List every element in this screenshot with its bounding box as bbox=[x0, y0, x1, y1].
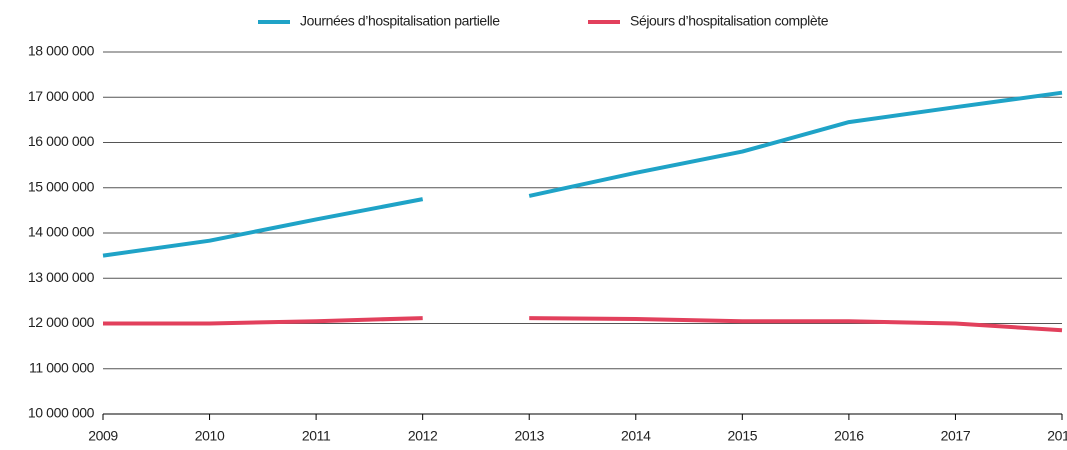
series-line bbox=[103, 316, 1063, 333]
y-tick-label: 14 000 000 bbox=[28, 224, 95, 240]
x-tick-label: 2016 bbox=[834, 428, 864, 444]
y-tick-label: 15 000 000 bbox=[28, 178, 95, 194]
x-tick-label: 2013 bbox=[514, 428, 544, 444]
y-tick-label: 10 000 000 bbox=[28, 405, 95, 421]
y-tick-label: 11 000 000 bbox=[29, 359, 95, 375]
x-tick-label: 2015 bbox=[728, 428, 758, 444]
y-tick-label: 16 000 000 bbox=[28, 133, 95, 149]
x-tick-label: 2011 bbox=[302, 428, 331, 444]
x-tick-label: 2018 bbox=[1047, 428, 1067, 444]
y-tick-label: 13 000 000 bbox=[28, 269, 95, 285]
y-tick-label: 18 000 000 bbox=[28, 43, 95, 59]
x-tick-label: 2010 bbox=[195, 428, 225, 444]
x-tick-label: 2009 bbox=[88, 428, 118, 444]
legend-label: Journées d’hospitalisation partielle bbox=[300, 13, 500, 29]
y-tick-label: 12 000 000 bbox=[28, 314, 95, 330]
x-tick-label: 2014 bbox=[621, 428, 651, 444]
x-tick-label: 2012 bbox=[408, 428, 438, 444]
legend-label: Séjours d’hospitalisation complète bbox=[630, 13, 829, 29]
y-tick-label: 17 000 000 bbox=[28, 88, 95, 104]
x-tick-label: 2017 bbox=[941, 428, 971, 444]
series-line bbox=[102, 90, 1063, 258]
